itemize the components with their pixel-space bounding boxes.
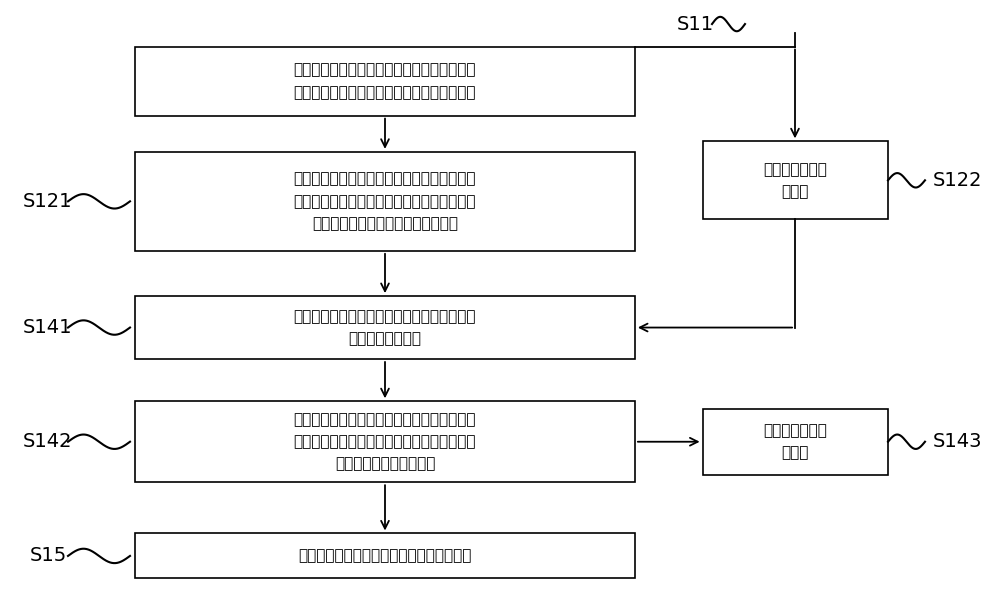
Text: 该下位机对控制设备进行升级操作前，该上位
机产生一签名信息，用于标识所述的升级操作: 该下位机对控制设备进行升级操作前，该上位 机产生一签名信息，用于标识所述的升级操… [294, 63, 476, 100]
Text: 该下位机保存签
名信息: 该下位机保存签 名信息 [763, 423, 827, 460]
Text: 该下位机保存签
名信息: 该下位机保存签 名信息 [763, 162, 827, 199]
Text: S143: S143 [933, 432, 983, 451]
Text: 该上位机的签名信息在完成升级操作后删除: 该上位机的签名信息在完成升级操作后删除 [298, 549, 472, 563]
Bar [135, 151, 635, 251]
Text: S121: S121 [23, 192, 73, 211]
Text: 该上位机保存签名信息，且保存与之相对应的
用于升级操作的升级数据，并在升级操作过程
中实时记录所述升级操作的进度信息: 该上位机保存签名信息，且保存与之相对应的 用于升级操作的升级数据，并在升级操作过… [294, 172, 476, 231]
Bar [135, 46, 635, 115]
Text: 该上位机重新产生一签名信息，且保存与之相
对应的用于升级操作的升级数据，该下位机根
据升级数据进行升级操作: 该上位机重新产生一签名信息，且保存与之相 对应的用于升级操作的升级数据，该下位机… [294, 412, 476, 471]
Text: S142: S142 [23, 432, 73, 451]
Bar [702, 409, 888, 475]
Text: S15: S15 [29, 546, 67, 566]
Text: S11: S11 [676, 14, 714, 34]
Bar [135, 534, 635, 578]
Text: S122: S122 [933, 171, 983, 190]
Bar [135, 296, 635, 359]
Bar [702, 141, 888, 219]
Text: 该上位机没有查询到签名信息或者所述签名信
息对应的进度信息: 该上位机没有查询到签名信息或者所述签名信 息对应的进度信息 [294, 309, 476, 346]
Text: S141: S141 [23, 318, 73, 337]
Bar [135, 401, 635, 482]
